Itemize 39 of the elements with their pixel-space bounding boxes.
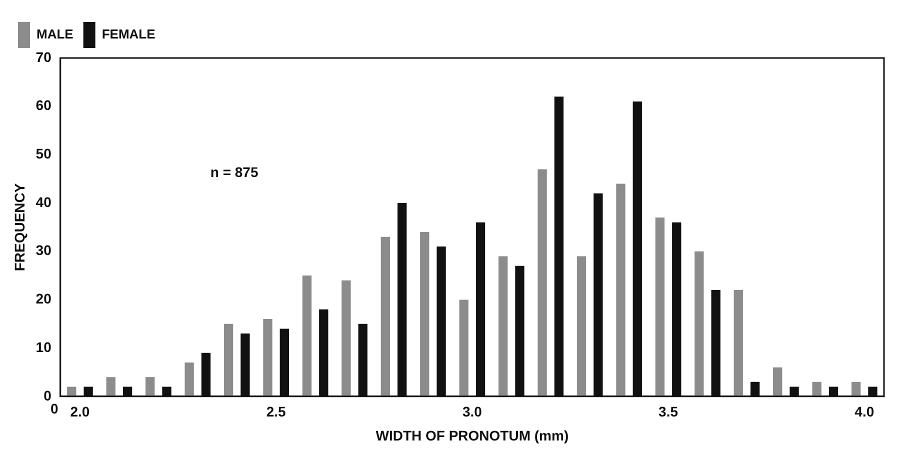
annotation: n = 875 bbox=[210, 164, 258, 180]
bar bbox=[380, 236, 390, 396]
y-tick-label: 40 bbox=[36, 194, 52, 210]
bar bbox=[851, 382, 861, 396]
bar bbox=[184, 362, 194, 396]
bar bbox=[812, 382, 822, 396]
bar bbox=[538, 169, 547, 396]
bar bbox=[694, 251, 704, 396]
x-tick-label: 4.0 bbox=[854, 404, 874, 420]
bar bbox=[459, 300, 468, 396]
bar bbox=[616, 184, 626, 396]
y-tick-label: 10 bbox=[36, 338, 52, 355]
legend-label: FEMALE bbox=[102, 26, 156, 42]
bar bbox=[773, 367, 782, 396]
bar bbox=[302, 276, 312, 396]
bar bbox=[498, 256, 508, 396]
x-tick-label: 2.0 bbox=[70, 404, 90, 420]
bar bbox=[342, 280, 351, 396]
bar bbox=[263, 319, 272, 396]
y-tick-label: 50 bbox=[36, 146, 52, 162]
legend-label: MALE bbox=[36, 26, 74, 42]
bar bbox=[146, 377, 155, 396]
y-tick-label: 60 bbox=[36, 97, 52, 114]
bar bbox=[734, 290, 743, 396]
x-tick-label: 3.0 bbox=[462, 404, 482, 420]
y-tick-label: 20 bbox=[36, 290, 52, 307]
y-axis-title: FREQUENCY bbox=[11, 182, 28, 272]
y-tick-label: 0 bbox=[44, 387, 52, 404]
bar bbox=[420, 232, 430, 396]
x-axis-title: WIDTH OF PRONOTUM (mm) bbox=[376, 427, 569, 444]
bar bbox=[576, 256, 586, 396]
bar bbox=[655, 218, 665, 396]
bar bbox=[106, 377, 116, 396]
y-tick-label: 70 bbox=[36, 48, 52, 65]
y-tick-label: 30 bbox=[36, 242, 52, 258]
x-tick-label: 2.5 bbox=[266, 404, 286, 420]
bar bbox=[67, 386, 76, 396]
bar bbox=[224, 324, 234, 396]
x-tick-label: 3.5 bbox=[658, 404, 678, 420]
